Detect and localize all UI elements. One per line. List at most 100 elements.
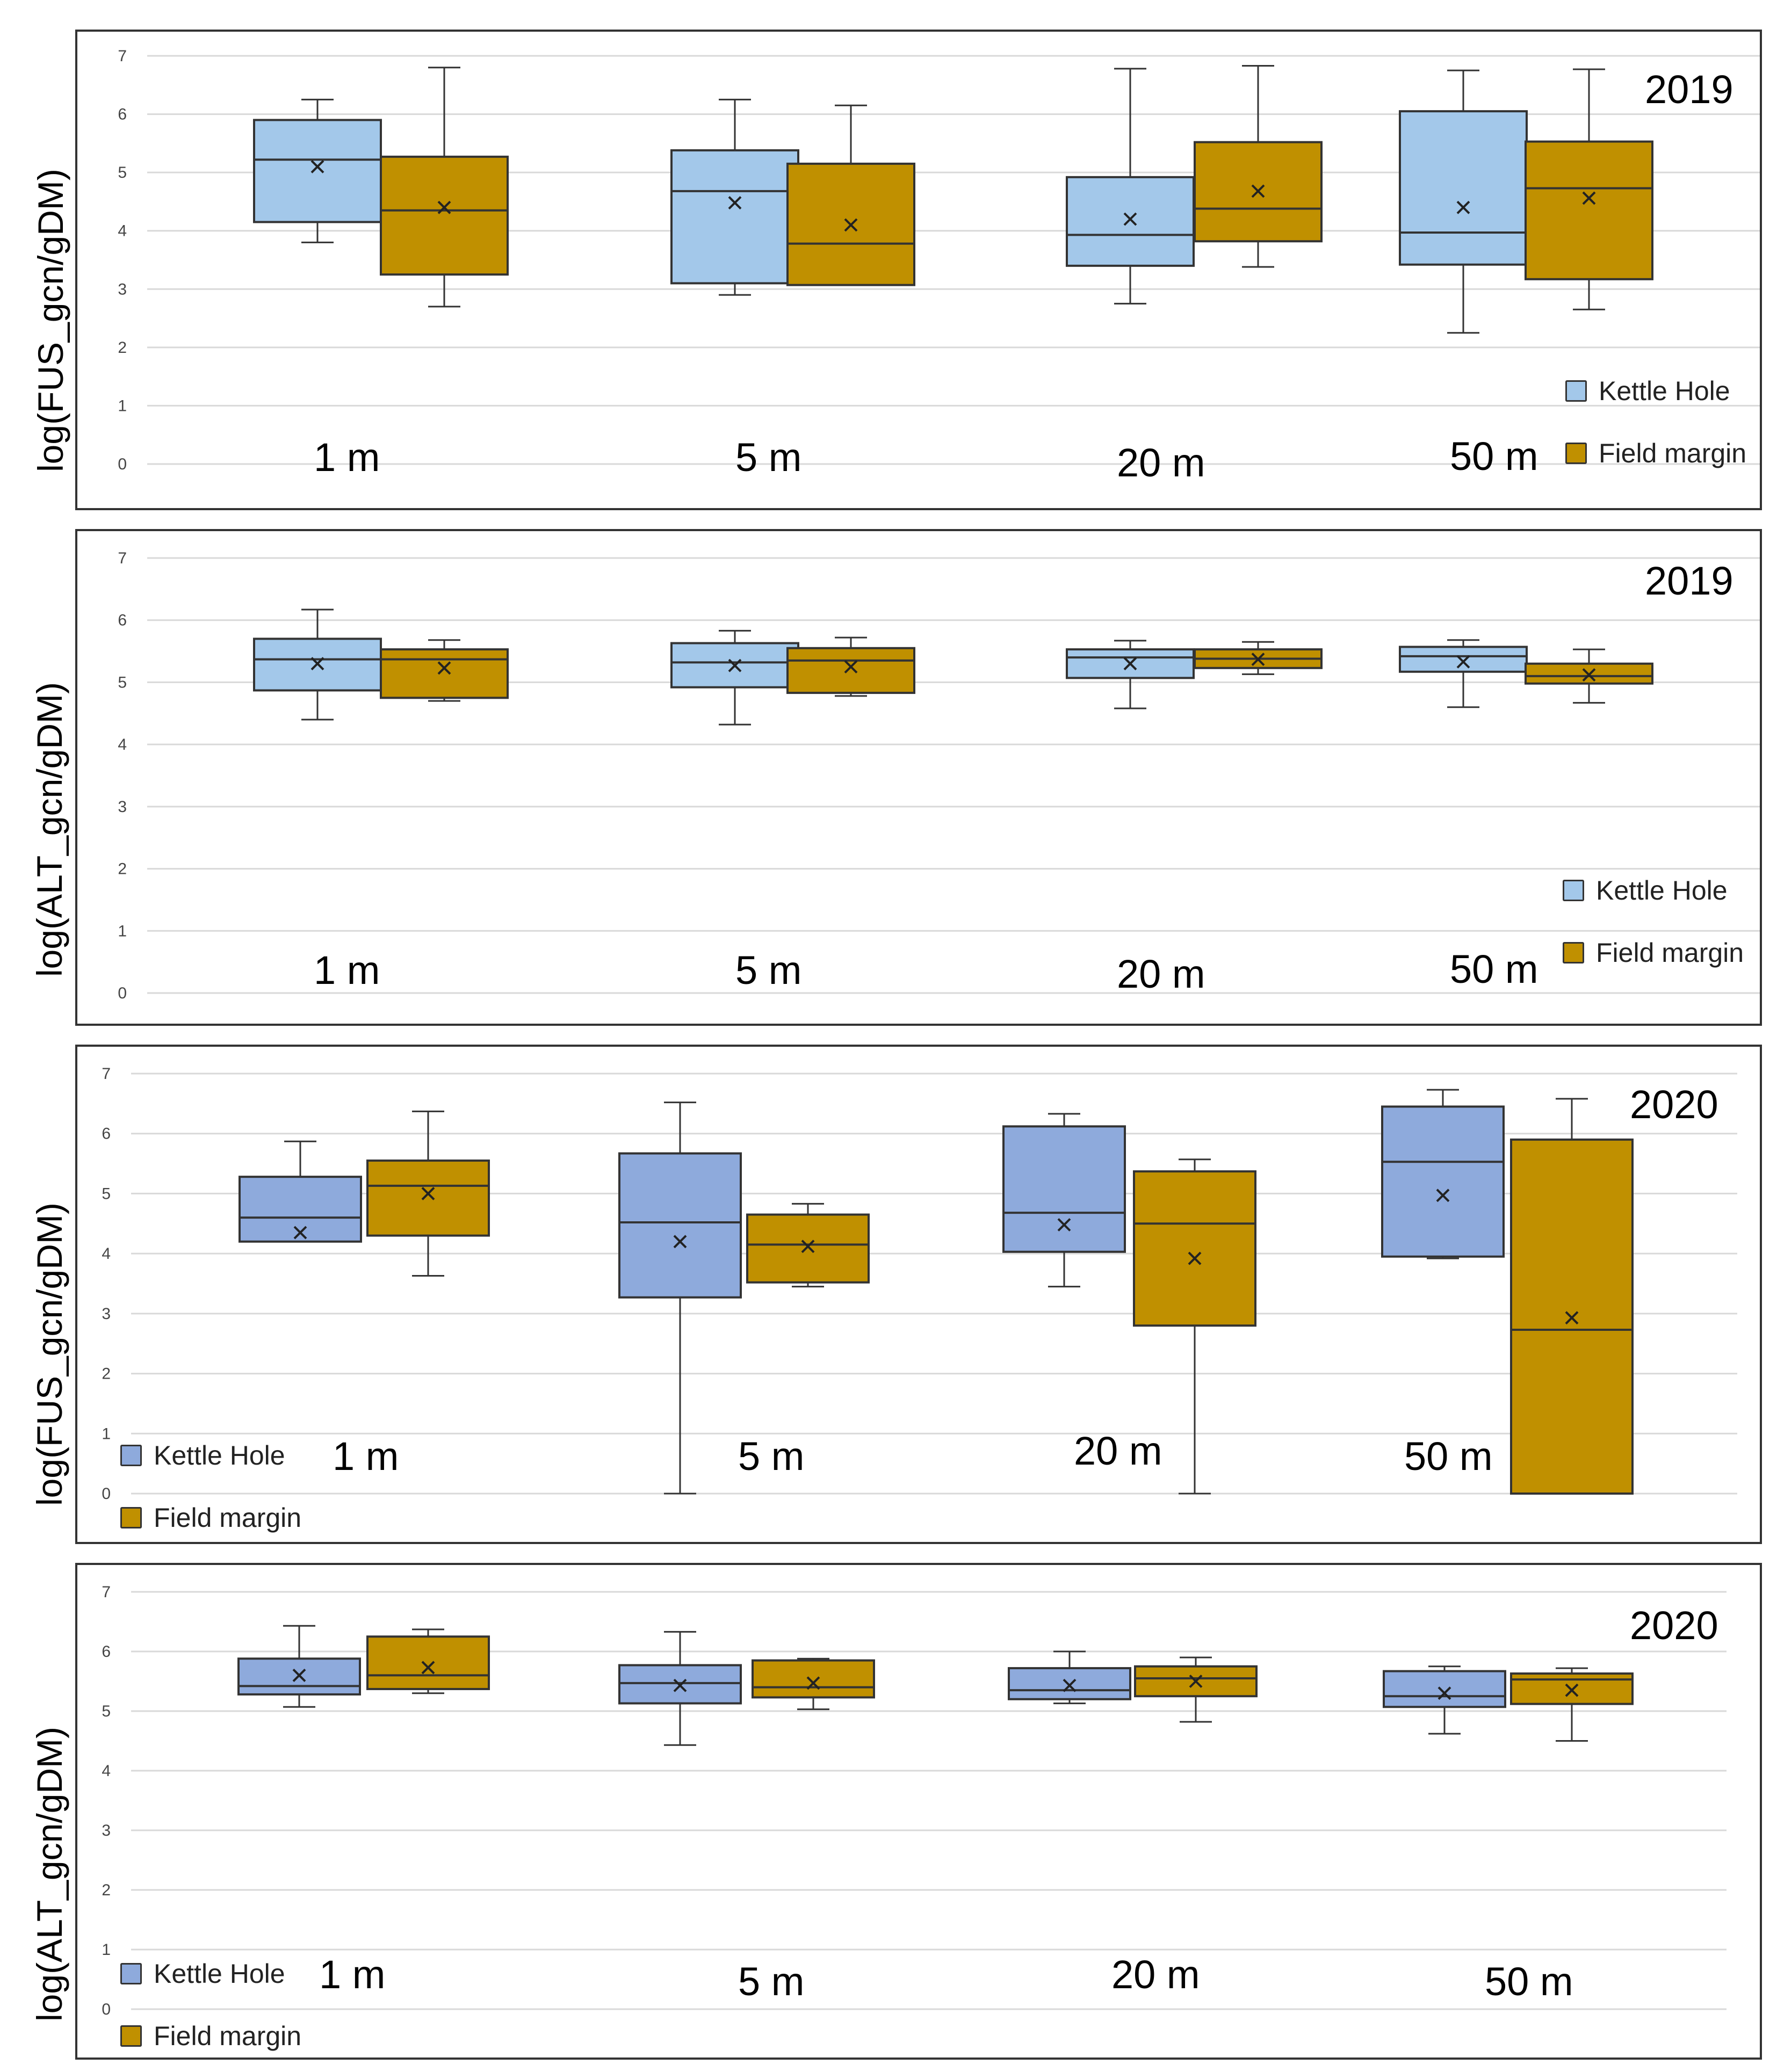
box-field-margin — [1525, 140, 1653, 280]
category-label-50m: 50 m — [1404, 1434, 1493, 1479]
y-axis-label: log(FUS_gcn/gDM) — [30, 1202, 69, 1506]
mean-marker — [1565, 1311, 1579, 1325]
y-tick-label: 0 — [118, 455, 127, 473]
mean-marker — [1063, 1678, 1077, 1692]
category-label-5m: 5 m — [738, 1959, 805, 2004]
chart-panel-fus-2019: log(FUS_gcn/gDM) 0 1 2 3 4 5 6 7 2019 1 m 5 m 2… — [31, 30, 1762, 510]
mean-marker — [1565, 1683, 1579, 1697]
mean-marker — [801, 1240, 815, 1254]
y-tick-label: 3 — [102, 1305, 111, 1323]
legend-swatch-kettle-icon — [1565, 380, 1587, 402]
mean-marker — [806, 1676, 820, 1690]
box-kettle-hole — [1008, 1667, 1131, 1700]
y-tick-label: 5 — [118, 164, 127, 182]
category-label-20m: 20 m — [1074, 1429, 1162, 1473]
mean-marker — [1438, 1686, 1451, 1700]
box-kettle-hole — [1383, 1670, 1506, 1708]
box-kettle-hole — [1066, 176, 1195, 267]
y-tick-label: 0 — [102, 1485, 111, 1503]
y-tick-label: 6 — [118, 612, 127, 629]
box-kettle-hole — [1381, 1105, 1505, 1258]
legend-kettle-hole: Kettle Hole — [120, 1958, 285, 1989]
box-kettle-hole — [1399, 646, 1528, 673]
box-kettle-hole — [1002, 1125, 1126, 1253]
box-kettle-hole — [239, 1176, 362, 1243]
legend-swatch-kettle-icon — [1563, 880, 1584, 901]
y-tick-label: 3 — [118, 280, 127, 298]
box-plot: 0 1 2 3 4 5 6 7 — [102, 1065, 1737, 1503]
y-tick-label: 1 — [118, 397, 127, 415]
y-tick-label: 6 — [102, 1643, 111, 1661]
mean-marker — [1123, 212, 1137, 226]
y-tick-label: 4 — [118, 222, 127, 240]
legend-label: Field margin — [1599, 438, 1747, 468]
y-tick-label: 5 — [102, 1185, 111, 1202]
legend-kettle-hole: Kettle Hole — [1565, 375, 1730, 407]
y-axis-label: log(ALT_gcn/gDM) — [30, 682, 69, 977]
mean-marker — [1456, 655, 1470, 669]
y-tick-label: 1 — [102, 1425, 111, 1443]
y-tick-label: 2 — [102, 1365, 111, 1383]
y-tick-label: 5 — [118, 673, 127, 691]
legend-field-margin: Field margin — [1563, 937, 1744, 968]
y-tick-label: 4 — [102, 1762, 111, 1780]
mean-marker — [844, 660, 858, 673]
chart-panel-alt-2020: log(ALT_gcn/gDM) 0 1 2 3 4 5 6 7 2020 1 m 5 m 2… — [30, 1563, 1762, 2060]
legend-swatch-field-icon — [120, 1507, 142, 1528]
category-label-20m: 20 m — [1117, 952, 1205, 996]
legend-kettle-hole: Kettle Hole — [1563, 875, 1728, 906]
mean-marker — [844, 218, 858, 232]
y-tick-label: 4 — [102, 1245, 111, 1263]
mean-marker — [421, 1661, 435, 1675]
y-axis-label: log(FUS_gcn/gDM) — [31, 169, 70, 472]
mean-marker — [728, 658, 742, 672]
y-tick-label: 6 — [102, 1125, 111, 1143]
mean-marker — [310, 160, 324, 173]
legend-label: Kettle Hole — [154, 1959, 285, 1989]
y-tick-label: 3 — [118, 798, 127, 816]
box-field-margin — [366, 1635, 490, 1690]
category-label-1m: 1 m — [314, 948, 380, 992]
category-label-5m: 5 m — [735, 435, 802, 480]
legend-label: Field margin — [154, 2021, 302, 2051]
legend-label: Kettle Hole — [1599, 376, 1730, 406]
mean-marker — [728, 196, 742, 210]
legend-swatch-kettle-icon — [120, 1963, 142, 1984]
chart-panel-alt-2019: log(ALT_gcn/gDM) 0 1 2 3 4 5 6 7 2019 1 m 5 m 2… — [30, 529, 1762, 1026]
mean-marker — [673, 1678, 687, 1692]
y-tick-label: 6 — [118, 106, 127, 124]
y-tick-label: 4 — [118, 736, 127, 754]
mean-marker — [437, 661, 451, 675]
category-label-1m: 1 m — [314, 435, 380, 480]
y-tick-label: 1 — [102, 1941, 111, 1959]
y-tick-label: 0 — [102, 2001, 111, 2018]
mean-marker — [673, 1235, 687, 1249]
y-tick-label: 3 — [102, 1822, 111, 1839]
mean-marker — [1057, 1218, 1071, 1231]
category-label-50m: 50 m — [1485, 1959, 1573, 2004]
y-tick-label: 2 — [118, 860, 127, 878]
legend-field-margin: Field margin — [1565, 438, 1746, 469]
chart-year-label: 2019 — [1645, 559, 1733, 603]
mean-marker — [1436, 1189, 1450, 1202]
legend-field-margin: Field margin — [120, 2020, 301, 2052]
y-tick-label: 1 — [118, 922, 127, 940]
box-field-margin — [380, 155, 509, 276]
box-field-margin — [752, 1659, 875, 1699]
chart-year-label: 2020 — [1630, 1603, 1718, 1648]
mean-marker — [1251, 653, 1265, 666]
chart-panel-fus-2020: log(FUS_gcn/gDM) 0 1 2 3 4 5 6 7 2020 1 m 5 m 2… — [30, 1045, 1762, 1544]
legend-swatch-kettle-icon — [120, 1445, 142, 1466]
mean-marker — [293, 1226, 307, 1240]
mean-marker — [1582, 668, 1596, 682]
mean-marker — [1251, 184, 1265, 198]
y-tick-label: 7 — [118, 549, 127, 567]
legend-label: Kettle Hole — [154, 1440, 285, 1470]
category-label-1m: 1 m — [319, 1952, 386, 1997]
box-kettle-hole — [253, 119, 382, 223]
legend-field-margin: Field margin — [120, 1502, 301, 1533]
legend-swatch-field-icon — [1563, 942, 1584, 963]
y-tick-label: 2 — [102, 1881, 111, 1899]
category-label-20m: 20 m — [1111, 1952, 1200, 1997]
y-axis-label: log(ALT_gcn/gDM) — [30, 1727, 69, 2022]
